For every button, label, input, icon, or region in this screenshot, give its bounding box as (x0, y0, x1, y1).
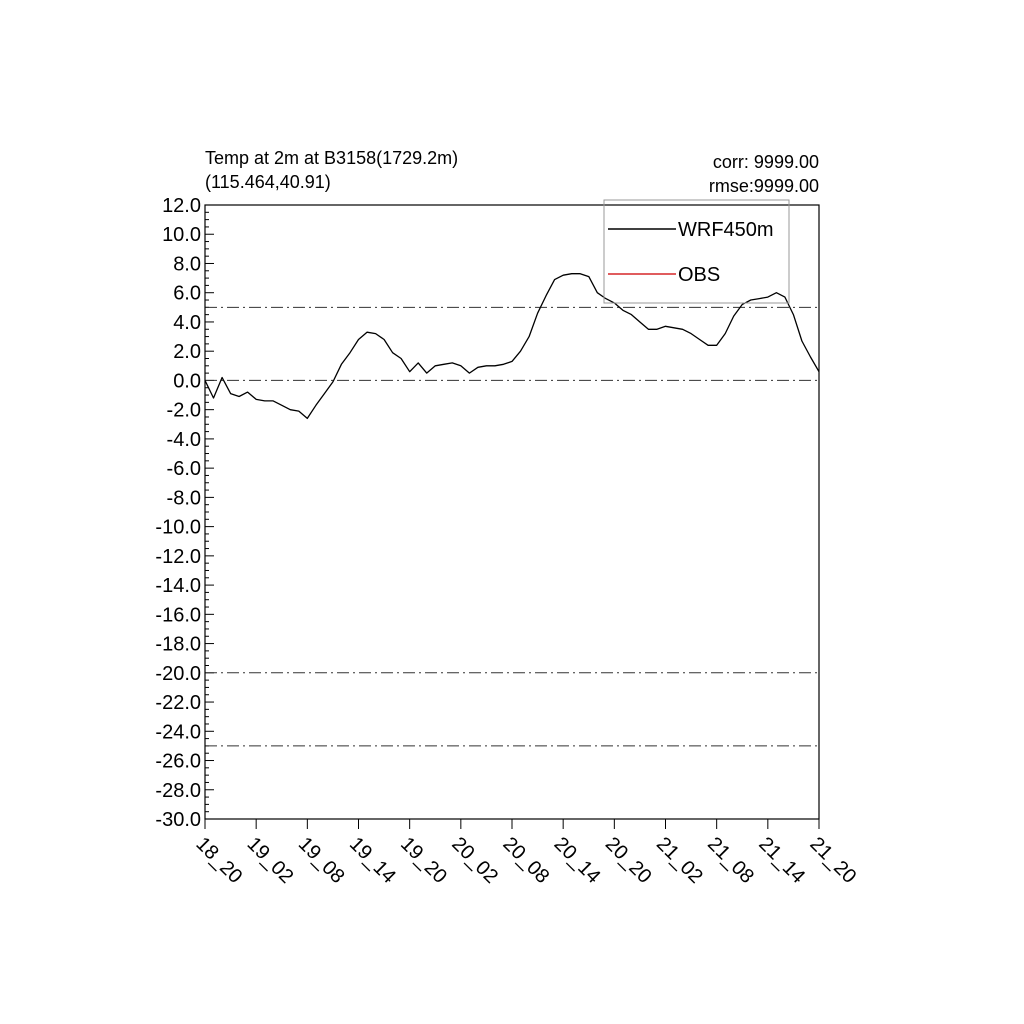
chart-title-line1: Temp at 2m at B3158(1729.2m) (205, 148, 459, 168)
y-tick-label: 4.0 (173, 312, 201, 334)
y-tick-label: -26.0 (155, 751, 201, 773)
y-tick-label: -10.0 (155, 517, 201, 539)
y-tick-label: -22.0 (155, 692, 201, 714)
x-tick-label: 21_20 (805, 833, 860, 888)
x-tick-label: 19_14 (345, 833, 400, 888)
x-tick-label: 19_02 (243, 833, 298, 888)
plot-frame (204, 204, 820, 820)
y-tick-label: -14.0 (155, 575, 201, 597)
series-line-wrf450m (204, 273, 820, 420)
rmse-stat: rmse:9999.00 (708, 176, 819, 196)
y-axis-ticks: 12.0 10.0 8.0 6.0 4.0 2.0 0.0 -2.0 -4.0 -6.0 -8.0 -… (155, 195, 214, 831)
x-tick-label: 19_20 (396, 833, 451, 888)
y-tick-label: -30.0 (155, 809, 201, 831)
x-tick-label: 20_08 (498, 833, 553, 888)
y-tick-label: 8.0 (173, 253, 201, 275)
y-tick-label: -12.0 (155, 546, 201, 568)
x-tick-label: 21_02 (652, 833, 707, 888)
legend-box (603, 199, 790, 304)
y-tick-label: -18.0 (155, 634, 201, 656)
x-tick-label: 20_02 (447, 833, 502, 888)
chart-title-line2: (115.464,40.91) (205, 172, 331, 192)
y-tick-label: 0.0 (173, 370, 201, 392)
corr-stat: corr: 9999.00 (712, 152, 819, 172)
x-tick-label: 21_14 (754, 833, 809, 888)
y-tick-label: -28.0 (155, 780, 201, 802)
y-tick-label: 12.0 (162, 195, 201, 217)
y-tick-label: 10.0 (162, 224, 201, 246)
legend-label: WRF450m (678, 219, 774, 241)
y-tick-label: 2.0 (173, 341, 201, 363)
x-tick-label: 20_20 (601, 833, 656, 888)
y-tick-label: -24.0 (155, 721, 201, 743)
x-tick-label: 21_08 (703, 833, 758, 888)
y-tick-label: -4.0 (167, 429, 201, 451)
series-lines (204, 273, 820, 420)
reference-lines (205, 306, 819, 747)
y-tick-label: -8.0 (167, 487, 201, 509)
y-tick-label: -20.0 (155, 663, 201, 685)
y-tick-label: -16.0 (155, 604, 201, 626)
legend-label: OBS (678, 264, 720, 286)
y-tick-label: -2.0 (167, 400, 201, 422)
x-axis-ticks: 18_2019_0219_0819_1419_2020_0220_0820_14… (191, 819, 860, 888)
y-tick-label: 6.0 (173, 283, 201, 305)
x-tick-label: 18_20 (191, 833, 246, 888)
x-tick-label: 20_14 (550, 833, 605, 888)
legend: WRF450m OBS (603, 199, 790, 304)
y-tick-label: -6.0 (167, 458, 201, 480)
x-tick-label: 19_08 (294, 833, 349, 888)
